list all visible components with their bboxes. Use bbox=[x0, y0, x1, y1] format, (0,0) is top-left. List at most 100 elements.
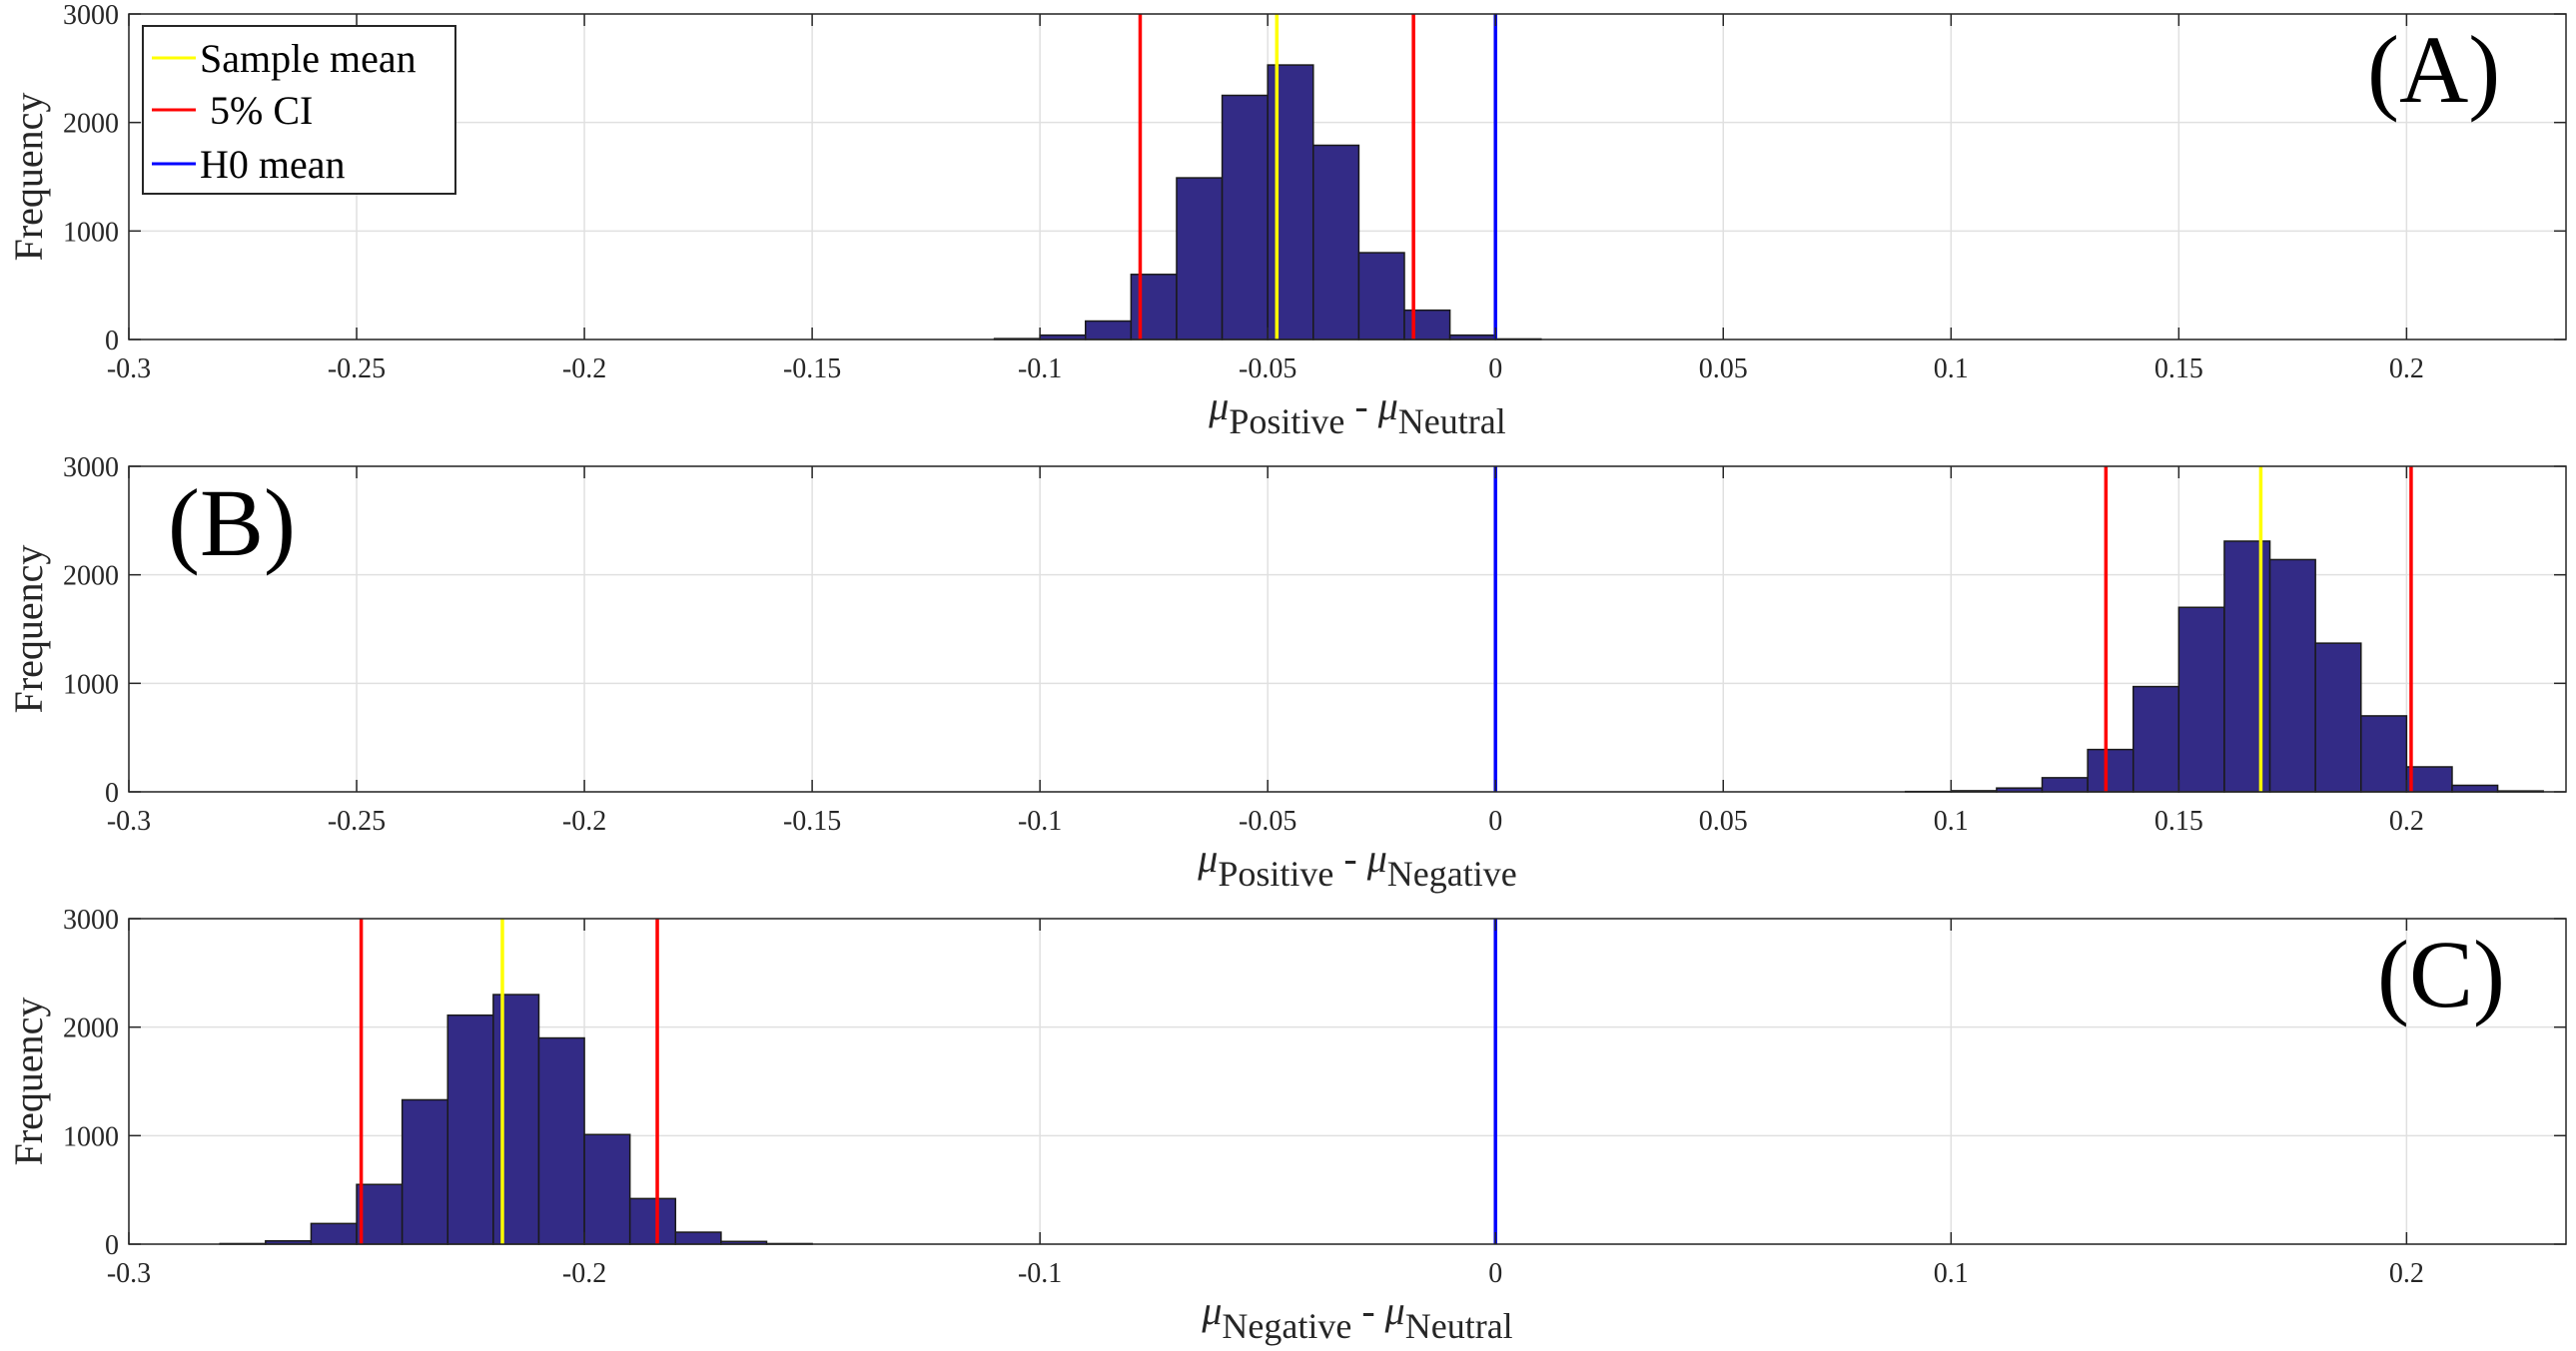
panel-label: (A) bbox=[2367, 16, 2500, 123]
y-tick-label: 3000 bbox=[63, 905, 119, 936]
histogram-bar bbox=[1312, 144, 1360, 340]
x-tick-label: -0.05 bbox=[1239, 806, 1296, 837]
panel-c: -0.3 -0.2 -0.1 0 0.1 0.2 0 1000 2000 3000 Frequenc… bbox=[6, 905, 2567, 1346]
y-axis-label: Frequency bbox=[6, 93, 51, 262]
panel-b: -0.3 -0.25 -0.2 -0.15 -0.1 -0.05 0 0.05 0.1 0.15 0… bbox=[6, 452, 2567, 894]
y-axis-label: Frequency bbox=[6, 545, 51, 714]
x-tick-label: -0.3 bbox=[107, 353, 151, 384]
axes-box bbox=[128, 13, 2567, 340]
x-label-subscript-1: Positive bbox=[1229, 401, 1344, 441]
histogram-bar bbox=[1130, 274, 1178, 340]
x-tick-label: -0.25 bbox=[328, 353, 386, 384]
legend-label-sample-mean: Sample mean bbox=[200, 36, 417, 81]
legend-label-ci: 5% CI bbox=[200, 88, 313, 133]
histogram-bar bbox=[356, 1183, 404, 1245]
x-label-separator: - bbox=[1351, 1288, 1384, 1333]
x-label-subscript-2: Negative bbox=[1387, 854, 1517, 894]
x-tick-label: -0.2 bbox=[562, 1258, 606, 1289]
y-tick-label: 1000 bbox=[63, 669, 119, 700]
axes-box bbox=[128, 918, 2567, 1245]
x-label-separator: - bbox=[1344, 383, 1377, 428]
y-tick-label: 1000 bbox=[63, 1121, 119, 1152]
histogram-bar bbox=[583, 1133, 631, 1245]
y-tick-label: 2000 bbox=[63, 109, 119, 140]
y-tick-label: 0 bbox=[105, 326, 119, 356]
histogram-bar bbox=[1221, 94, 1269, 340]
legend-label-h0-mean: H0 mean bbox=[200, 142, 346, 187]
panel-a: -0.3 -0.25 -0.2 -0.15 -0.1 -0.05 0 0.05 0.1 0.15 0… bbox=[6, 0, 2567, 441]
y-tick-label: 2000 bbox=[63, 1013, 119, 1044]
legend: Sample mean 5% CI H0 mean bbox=[142, 25, 456, 195]
panel-label: (C) bbox=[2377, 921, 2505, 1027]
x-label-mu-1: μ bbox=[1197, 836, 1218, 881]
x-label-mu-2: μ bbox=[1366, 836, 1387, 881]
x-tick-label: -0.3 bbox=[107, 1258, 151, 1289]
x-tick-label: -0.25 bbox=[328, 806, 386, 837]
x-tick-label: 0.05 bbox=[1699, 806, 1748, 837]
histogram-bar bbox=[2268, 558, 2316, 793]
x-label-mu-1: μ bbox=[1201, 1288, 1222, 1333]
histogram-bar bbox=[1403, 309, 1451, 340]
histogram-bar bbox=[628, 1197, 677, 1245]
y-tick-label: 3000 bbox=[63, 0, 119, 31]
x-tick-label: 0 bbox=[1488, 353, 1502, 384]
x-tick-label: 0.1 bbox=[1934, 353, 1969, 384]
histogram-bar bbox=[674, 1231, 722, 1245]
x-axis-label: μPositive - μNegative bbox=[1197, 836, 1516, 894]
x-tick-label: -0.1 bbox=[1018, 1258, 1062, 1289]
x-label-mu-2: μ bbox=[1384, 1288, 1405, 1333]
x-tick-label: 0.2 bbox=[2389, 1258, 2424, 1289]
histogram-bar bbox=[2405, 766, 2453, 793]
y-tick-label: 0 bbox=[105, 778, 119, 809]
x-tick-label: -0.2 bbox=[562, 806, 606, 837]
x-label-subscript-1: Negative bbox=[1222, 1306, 1351, 1346]
x-label-subscript-1: Positive bbox=[1218, 854, 1333, 894]
histogram-bar bbox=[2451, 784, 2499, 793]
y-tick-label: 0 bbox=[105, 1230, 119, 1261]
x-label-subscript-2: Neutral bbox=[1405, 1306, 1513, 1346]
x-tick-label: 0.05 bbox=[1699, 353, 1748, 384]
histogram-bar bbox=[310, 1222, 358, 1245]
x-tick-label: -0.15 bbox=[783, 806, 841, 837]
histogram-bar bbox=[2177, 606, 2225, 793]
axes-box bbox=[128, 465, 2567, 793]
histogram-bar bbox=[1176, 177, 1224, 340]
histogram-bar bbox=[1357, 252, 1405, 340]
y-tick-label: 2000 bbox=[63, 561, 119, 592]
histogram-bar bbox=[492, 994, 540, 1245]
histogram-bar bbox=[2223, 540, 2271, 793]
x-tick-label: 0.15 bbox=[2154, 806, 2203, 837]
x-label-separator: - bbox=[1333, 836, 1366, 881]
x-tick-label: -0.1 bbox=[1018, 353, 1062, 384]
histogram-bar bbox=[1085, 320, 1133, 340]
x-axis-label: μPositive - μNeutral bbox=[1208, 383, 1505, 441]
x-tick-label: 0.1 bbox=[1934, 1258, 1969, 1289]
x-label-mu-1: μ bbox=[1208, 383, 1229, 428]
histogram-bar bbox=[2041, 777, 2089, 793]
x-label-subscript-2: Neutral bbox=[1398, 401, 1506, 441]
y-tick-label: 3000 bbox=[63, 452, 119, 483]
histogram-bar bbox=[2132, 685, 2180, 793]
y-tick-label: 1000 bbox=[63, 217, 119, 248]
histogram-bar bbox=[2314, 642, 2362, 793]
x-tick-label: -0.2 bbox=[562, 353, 606, 384]
histogram-bar bbox=[446, 1013, 494, 1245]
x-tick-label: 0 bbox=[1488, 1258, 1502, 1289]
histogram-bar bbox=[2360, 715, 2408, 793]
histogram-bar bbox=[2087, 748, 2135, 793]
x-tick-label: -0.05 bbox=[1239, 353, 1296, 384]
panel-label: (B) bbox=[168, 469, 296, 576]
x-tick-label: -0.1 bbox=[1018, 806, 1062, 837]
histogram-bar bbox=[537, 1036, 585, 1245]
x-label-mu-2: μ bbox=[1377, 383, 1398, 428]
histogram-bar bbox=[401, 1098, 449, 1245]
x-tick-label: 0.1 bbox=[1934, 806, 1969, 837]
histogram-bar bbox=[1267, 64, 1314, 340]
x-tick-label: 0 bbox=[1488, 806, 1502, 837]
x-tick-label: -0.15 bbox=[783, 353, 841, 384]
x-tick-label: -0.3 bbox=[107, 806, 151, 837]
x-axis-label: μNegative - μNeutral bbox=[1201, 1288, 1512, 1346]
y-axis-label: Frequency bbox=[6, 998, 51, 1166]
x-tick-label: 0.15 bbox=[2154, 353, 2203, 384]
